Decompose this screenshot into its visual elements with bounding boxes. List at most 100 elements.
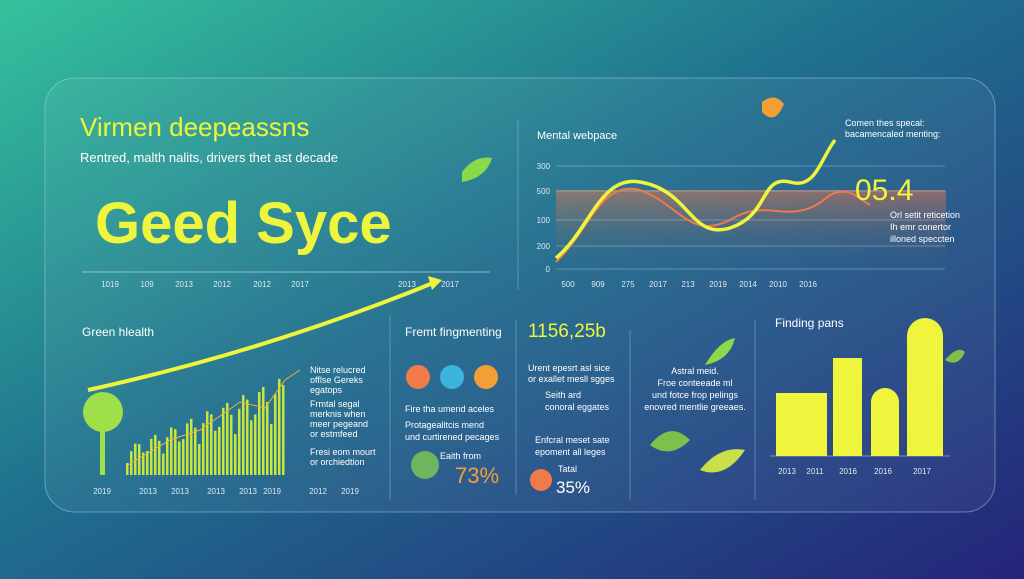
- callout-note: Ih emr conertor: [890, 222, 951, 232]
- bar-stripe: [190, 418, 193, 475]
- icon: [440, 365, 464, 389]
- item: Seith ard: [545, 390, 581, 400]
- bar-stripe: [282, 384, 285, 475]
- bar-stripe: [126, 463, 129, 475]
- bar-stripe: [154, 434, 157, 475]
- year-label: 2013: [175, 280, 193, 289]
- bar-stripe: [278, 378, 281, 475]
- labels: 2013 2011 2016 2016 2017: [778, 467, 931, 476]
- x-tick-label: 909: [591, 280, 605, 289]
- note: Fresi eom mourt: [310, 447, 376, 457]
- bar-stripe: [166, 437, 169, 475]
- line: Froe conteeade ml: [657, 378, 732, 388]
- bar-stripe: [182, 439, 185, 475]
- bar-stripe: [254, 414, 257, 475]
- bar-stripe: [158, 440, 161, 475]
- year-label: 2012: [309, 487, 327, 496]
- year-label: 2013: [207, 487, 225, 496]
- bar-stripe: [234, 434, 237, 475]
- year-label: 2017: [291, 280, 309, 289]
- section-title: Green hlealth: [82, 325, 154, 339]
- tree-trunk: [100, 420, 105, 475]
- line: [554, 138, 837, 260]
- item: conoral eggates: [545, 402, 610, 412]
- bar-stripe: [178, 441, 181, 475]
- bar-stripe: [266, 401, 269, 475]
- bar-stripe: [246, 399, 249, 475]
- note: meer pegeand: [310, 419, 368, 429]
- x-tick-label: 2016: [799, 280, 817, 289]
- x-tick-label: 275: [621, 280, 635, 289]
- year-label: 2017: [441, 280, 459, 289]
- line: or exallet mesll sgges: [528, 374, 615, 384]
- note: or orchiedtion: [310, 457, 365, 467]
- bar-stripe: [218, 426, 221, 475]
- year-label: 2013: [139, 487, 157, 496]
- y-tick-label: 0: [546, 265, 551, 274]
- item: Protagealitcis mend: [405, 420, 484, 430]
- year-label: 2012: [213, 280, 231, 289]
- line: [127, 369, 301, 466]
- leaf-icon: [462, 157, 492, 182]
- section-title: Finding pans: [775, 316, 844, 330]
- bar-stripe: [170, 427, 173, 475]
- note: or estmfeed: [310, 429, 358, 439]
- stat-value: 1156,25b: [528, 321, 606, 342]
- bar-stripe: [134, 443, 137, 475]
- bar-stripe: [174, 429, 177, 475]
- icon: [406, 365, 430, 389]
- percent: 35%: [556, 478, 590, 497]
- x-label: 2017: [913, 467, 931, 476]
- butterfly-icon: [762, 97, 784, 118]
- caption: Eaith from: [440, 451, 481, 461]
- x-tick-label: 2017: [649, 280, 667, 289]
- year-label: 2019: [93, 487, 111, 496]
- year-label: 1019: [101, 280, 119, 289]
- bar-stripe: [258, 392, 261, 475]
- bar-stripe: [206, 411, 209, 475]
- subtitle: Rentred, malth nalits, drivers thet ast …: [80, 150, 338, 165]
- note: Nitse relucred: [310, 365, 366, 375]
- bar: [907, 318, 943, 456]
- years: 2019 2013 2013 2013 2013 2019 2012 2019: [93, 487, 359, 496]
- icon: [474, 365, 498, 389]
- year-label: 2013: [398, 280, 416, 289]
- bar-stripe: [202, 423, 205, 475]
- bar-stripe: [150, 438, 153, 475]
- bar-stripe: [214, 430, 217, 475]
- bar-stripe: [162, 453, 165, 475]
- item: Fire tha umend aceles: [405, 404, 495, 414]
- bar-stripe: [238, 408, 241, 475]
- year-label: 2012: [253, 280, 271, 289]
- bar-stripe: [186, 423, 189, 475]
- headline: Geed Syce: [95, 191, 392, 256]
- line: Urent epesrt asl sice: [528, 363, 610, 373]
- arrow-head: [428, 276, 442, 290]
- note: epoment all leges: [535, 447, 606, 457]
- trend-arrow: [87, 279, 439, 392]
- x-label: 2013: [778, 467, 796, 476]
- leaf-icon: [945, 349, 965, 363]
- item: und curtirened pecages: [405, 432, 500, 442]
- note: egatops: [310, 385, 343, 395]
- y-tick-label: 300: [537, 162, 551, 171]
- x-tick-label: 500: [561, 280, 575, 289]
- note: offlse Gereks: [310, 375, 363, 385]
- chart-title: Mental webpace: [537, 130, 617, 142]
- x-label: 2016: [874, 467, 892, 476]
- note: Enfcral meset sate: [535, 435, 610, 445]
- area: [556, 190, 946, 270]
- section-title: Fremt fingmenting: [405, 325, 502, 339]
- year-label: 2019: [341, 487, 359, 496]
- leaf-icon: [650, 431, 690, 452]
- percent: 73%: [455, 463, 499, 488]
- x-tick-label: 2010: [769, 280, 787, 289]
- note: Frmtal segal: [310, 399, 360, 409]
- callout-value: 05.4: [855, 174, 913, 207]
- line: und fotce frop pelings: [652, 390, 739, 400]
- bar-stripe: [262, 387, 265, 475]
- leaf-icon: [705, 338, 735, 365]
